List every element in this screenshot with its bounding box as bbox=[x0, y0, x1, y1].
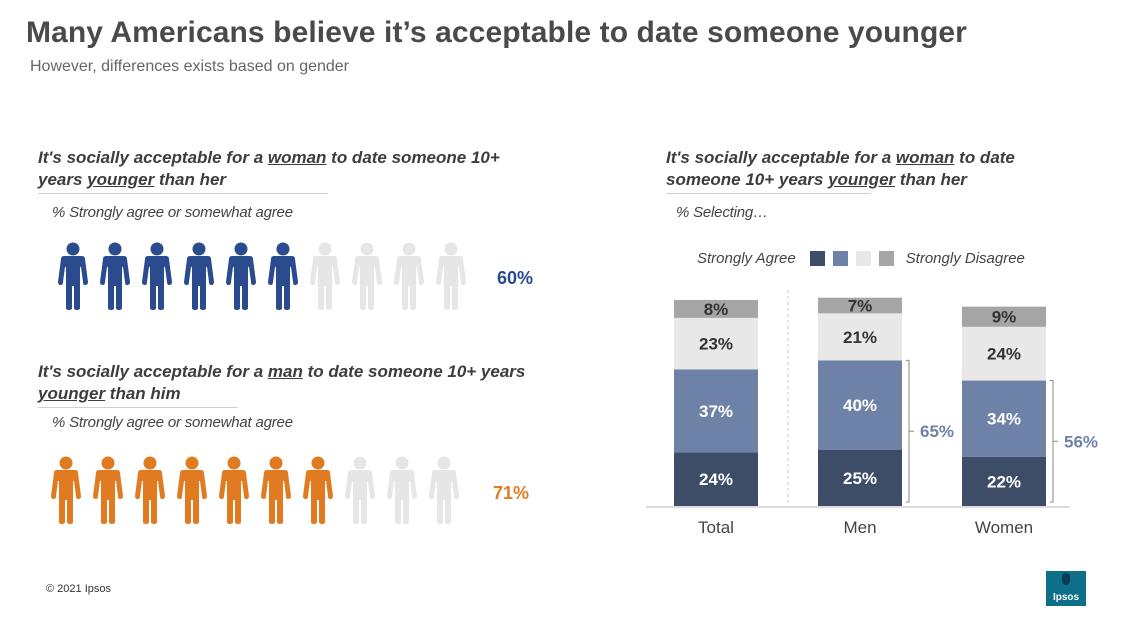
woman-empty-person-icon bbox=[310, 242, 340, 310]
page-title: Many Americans believe it’s acceptable t… bbox=[26, 16, 967, 49]
page-subtitle: However, differences exists based on gen… bbox=[30, 58, 350, 75]
q1-text-post: than her bbox=[154, 170, 227, 189]
q2-icon-row bbox=[45, 456, 465, 524]
bar-label-women-strongly-agree: 22% bbox=[987, 472, 1021, 491]
legend-label-strongly-agree: Strongly Agree bbox=[697, 250, 796, 267]
ipsos-logo: Ipsos bbox=[1046, 571, 1086, 606]
chart-legend: Strongly Agree Strongly Disagree bbox=[697, 250, 1025, 267]
bracket-label-men: 65% bbox=[920, 422, 954, 441]
woman-empty-person-icon bbox=[394, 242, 424, 310]
q2-subtitle: % Strongly agree or somewhat agree bbox=[52, 414, 293, 431]
q2-text-mid: to date someone 10+ years bbox=[302, 362, 526, 381]
q1-icon-row bbox=[52, 242, 472, 310]
logo-mark-icon bbox=[1062, 573, 1070, 585]
bar-segment-women-strongly-disagree bbox=[962, 306, 1046, 327]
q2-question: It's socially acceptable for a man to da… bbox=[38, 361, 598, 405]
bracket-men bbox=[906, 359, 910, 503]
q2-text-underline-1: man bbox=[267, 362, 303, 381]
right-question: It's socially acceptable for a woman to … bbox=[666, 147, 1086, 191]
legend-swatch-somewhat-agree bbox=[832, 251, 848, 266]
bar-segment-women-somewhat-agree bbox=[962, 380, 1046, 457]
right-q-text-pre: It's socially acceptable for a bbox=[666, 148, 896, 167]
q1-text-underline-2: younger bbox=[87, 170, 155, 189]
right-q-text-post1: to date bbox=[954, 148, 1015, 167]
bar-segment-total-strongly-agree bbox=[674, 452, 758, 506]
right-q-text-pre2: someone 10+ years bbox=[666, 170, 829, 189]
bar-label-men-somewhat-agree: 40% bbox=[843, 396, 877, 415]
man-filled-person-icon bbox=[135, 456, 165, 524]
man-filled-person-icon bbox=[303, 456, 333, 524]
woman-empty-person-icon bbox=[352, 242, 382, 310]
category-label-men: Men bbox=[843, 518, 876, 537]
bar-segment-total-strongly-disagree bbox=[674, 299, 758, 318]
q1-percent: 60% bbox=[497, 268, 534, 288]
woman-empty-person-icon bbox=[436, 242, 466, 310]
bar-label-men-somewhat-disagree: 21% bbox=[843, 328, 877, 347]
legend-swatch-strongly-agree bbox=[809, 251, 825, 266]
man-filled-person-icon bbox=[261, 456, 291, 524]
category-label-total: Total bbox=[698, 518, 734, 537]
right-divider bbox=[666, 193, 871, 194]
bar-segment-men-strongly-disagree bbox=[818, 297, 902, 314]
woman-filled-person-icon bbox=[226, 242, 256, 310]
q2-text-pre: It's socially acceptable for a bbox=[38, 362, 268, 381]
q2-divider bbox=[38, 407, 238, 408]
bar-segment-women-strongly-agree bbox=[962, 456, 1046, 506]
bar-label-women-somewhat-agree: 34% bbox=[987, 410, 1021, 429]
man-empty-person-icon bbox=[345, 456, 375, 524]
man-filled-person-icon bbox=[93, 456, 123, 524]
bracket-women bbox=[1050, 380, 1054, 503]
q1-divider bbox=[38, 193, 328, 194]
woman-filled-person-icon bbox=[268, 242, 298, 310]
q2-text-underline-2: younger bbox=[38, 384, 106, 403]
copyright: © 2021 Ipsos bbox=[46, 583, 111, 595]
logo-text: Ipsos bbox=[1052, 592, 1080, 603]
man-filled-person-icon bbox=[219, 456, 249, 524]
bar-label-women-strongly-disagree: 9% bbox=[992, 308, 1017, 327]
bar-label-men-strongly-disagree: 7% bbox=[848, 297, 873, 316]
bar-segment-men-somewhat-disagree bbox=[818, 313, 902, 361]
man-empty-person-icon bbox=[387, 456, 417, 524]
category-label-women: Women bbox=[975, 518, 1033, 537]
bar-segment-men-strongly-agree bbox=[818, 450, 902, 506]
right-q-underline-1: woman bbox=[895, 148, 955, 167]
bar-label-women-somewhat-disagree: 24% bbox=[987, 345, 1021, 364]
q2-percent: 71% bbox=[493, 483, 530, 503]
stacked-bar-chart: 24% 37% 23% 8% Total 25% 40% 21% 7% Men 22% 34% 24% 9… bbox=[646, 290, 1098, 537]
bar-segment-total-somewhat-agree bbox=[674, 369, 758, 453]
man-filled-person-icon bbox=[177, 456, 207, 524]
bracket-label-women: 56% bbox=[1064, 432, 1098, 451]
legend-swatch-strongly-disagree bbox=[878, 251, 894, 266]
bar-label-total-somewhat-agree: 37% bbox=[699, 402, 733, 421]
man-filled-person-icon bbox=[51, 456, 81, 524]
legend-swatch-somewhat-disagree bbox=[855, 251, 871, 266]
q2-text-post: than him bbox=[105, 384, 181, 403]
legend-label-strongly-disagree: Strongly Disagree bbox=[905, 250, 1025, 267]
right-q-underline-2: younger bbox=[828, 170, 896, 189]
bar-label-total-somewhat-disagree: 23% bbox=[699, 335, 733, 354]
q1-question: It's socially acceptable for a woman to … bbox=[38, 147, 578, 191]
bar-segment-men-somewhat-agree bbox=[818, 360, 902, 450]
q1-text-mid: to date someone 10+ bbox=[326, 148, 500, 167]
q1-text-pre: It's socially acceptable for a bbox=[38, 148, 268, 167]
woman-filled-person-icon bbox=[100, 242, 130, 310]
right-q-text-post2: than her bbox=[895, 170, 967, 189]
q1-text-line2: years bbox=[38, 170, 88, 189]
woman-filled-person-icon bbox=[58, 242, 88, 310]
woman-filled-person-icon bbox=[184, 242, 214, 310]
bar-label-total-strongly-disagree: 8% bbox=[704, 300, 729, 319]
woman-filled-person-icon bbox=[142, 242, 172, 310]
bar-label-men-strongly-agree: 25% bbox=[843, 469, 877, 488]
bar-label-total-strongly-agree: 24% bbox=[699, 470, 733, 489]
right-subtitle: % Selecting… bbox=[676, 204, 768, 221]
q1-text-underline-1: woman bbox=[267, 148, 327, 167]
q1-subtitle: % Strongly agree or somewhat agree bbox=[52, 204, 293, 221]
bar-segment-total-somewhat-disagree bbox=[674, 317, 758, 370]
man-empty-person-icon bbox=[429, 456, 459, 524]
bar-segment-women-somewhat-disagree bbox=[962, 326, 1046, 381]
